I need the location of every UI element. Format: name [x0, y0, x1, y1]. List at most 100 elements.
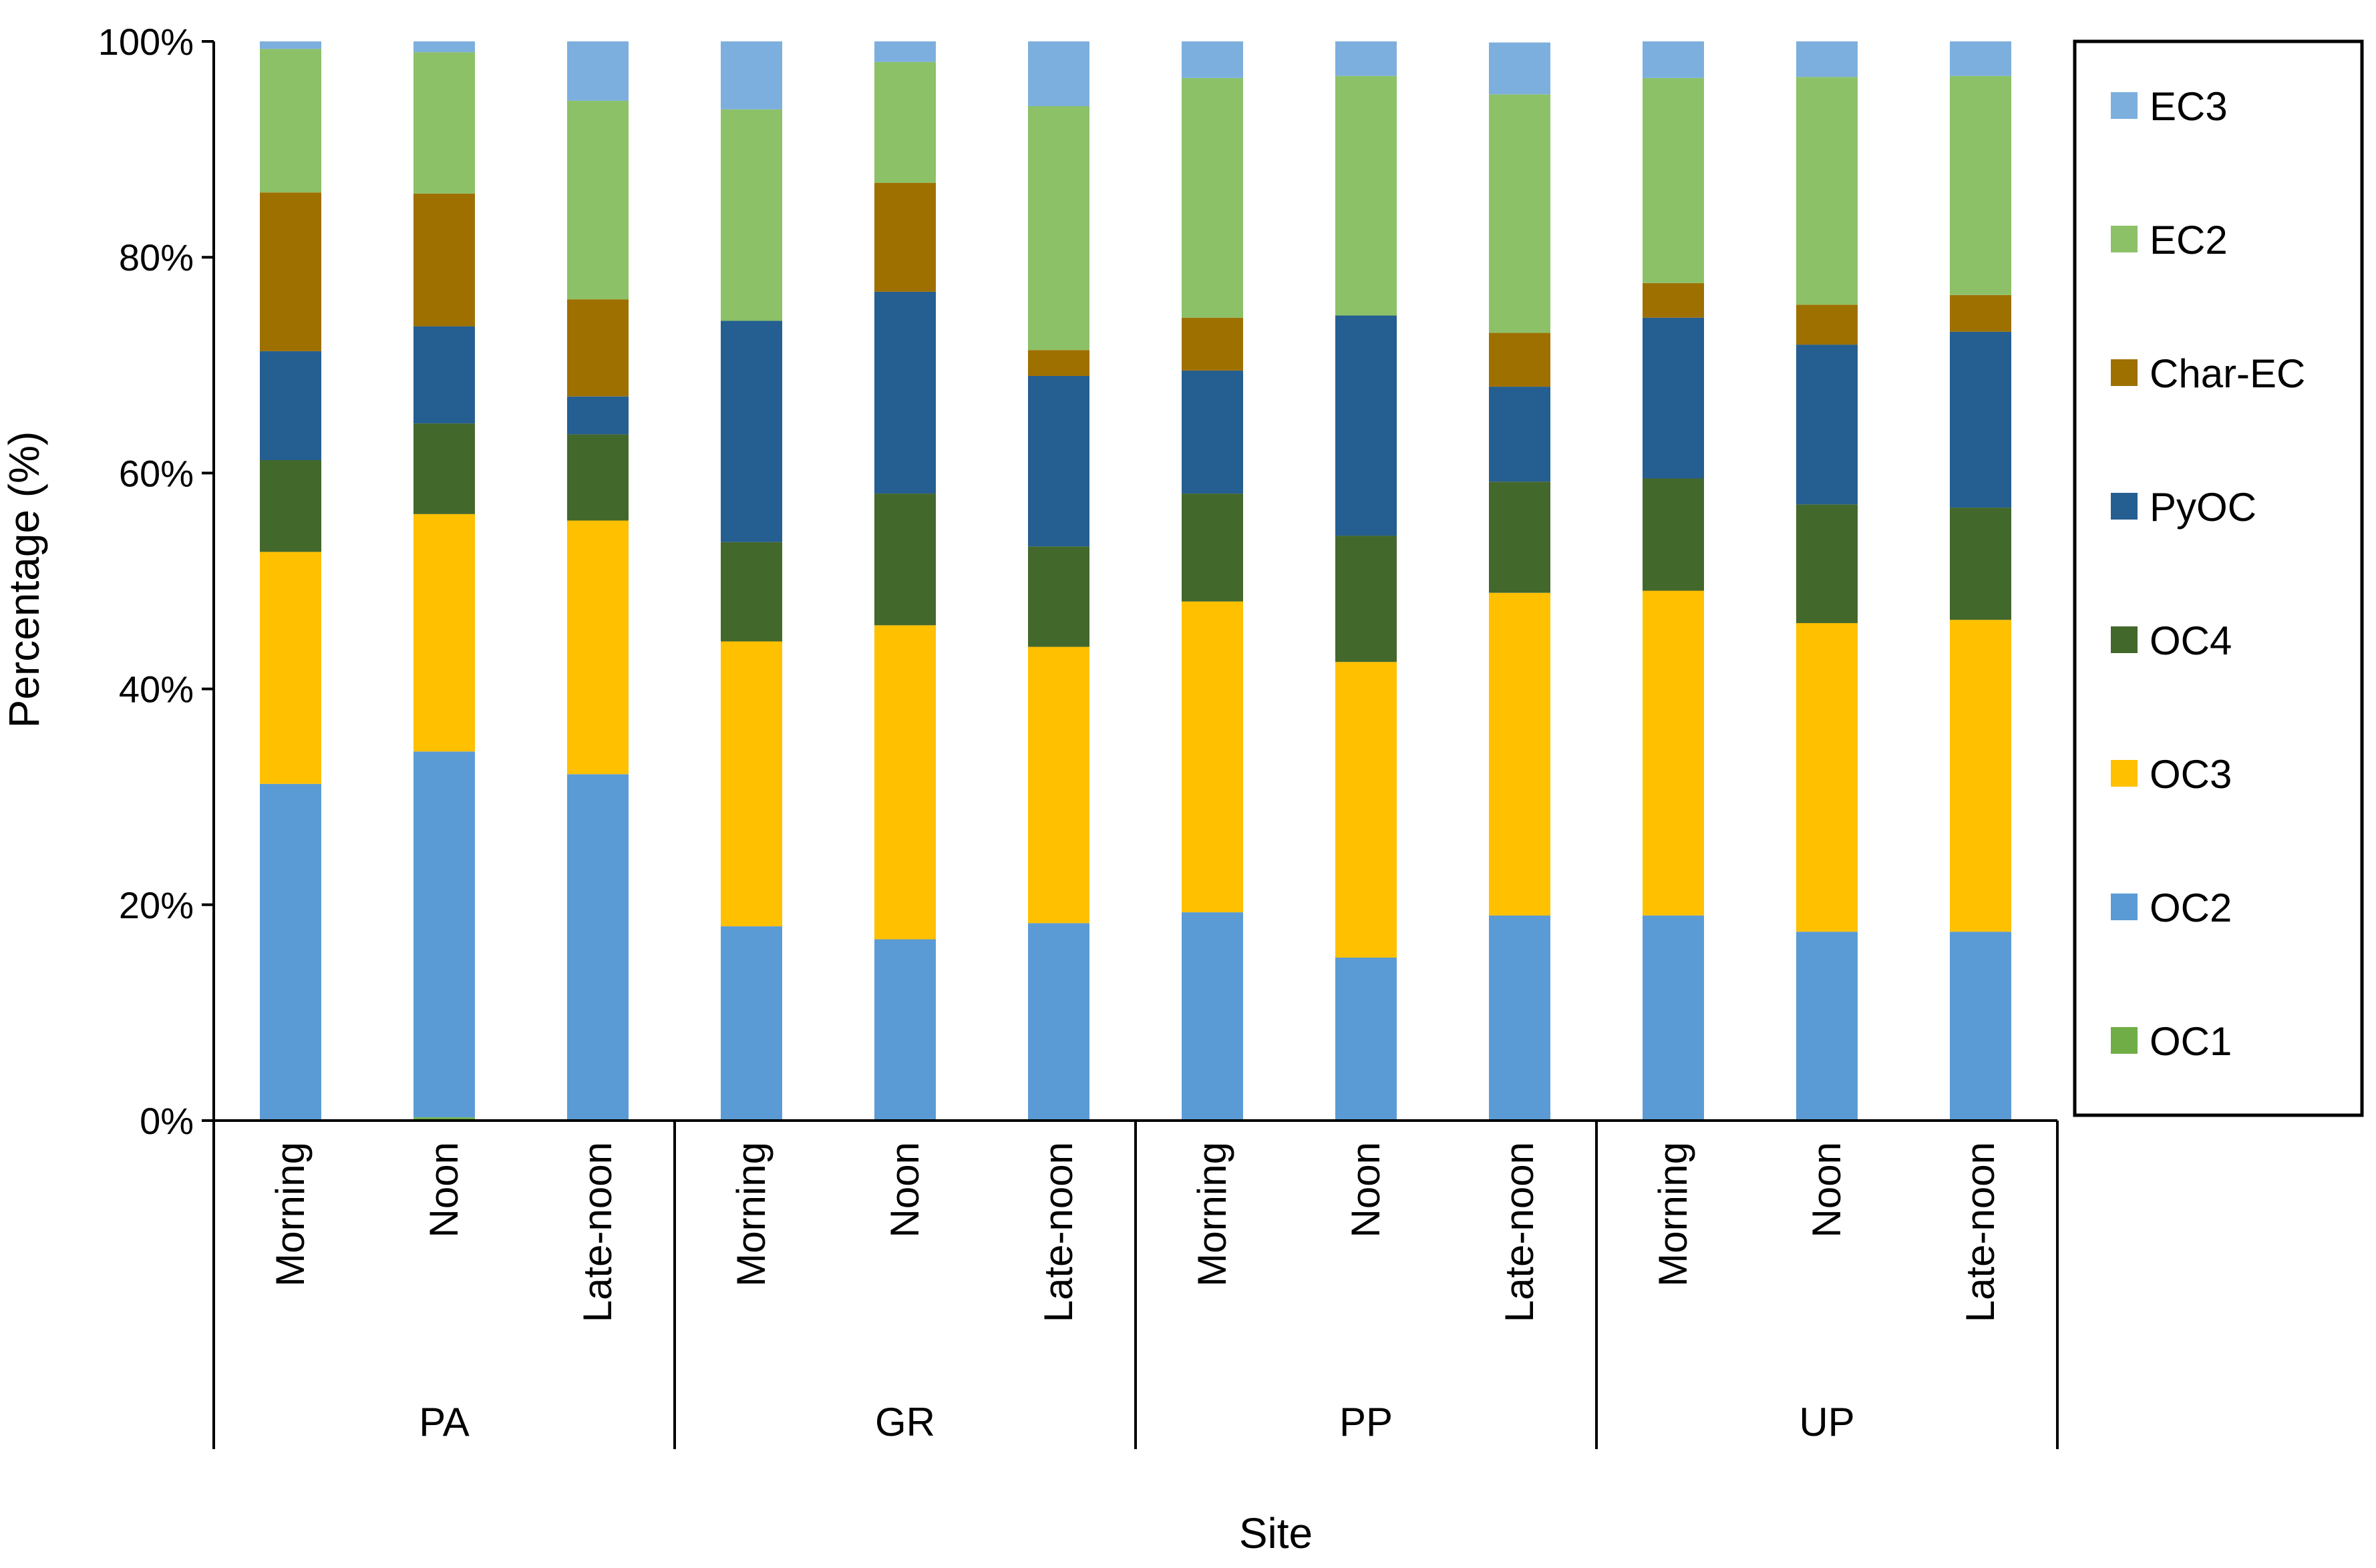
bar-segment-oc4-7: [1335, 536, 1397, 662]
legend-label: OC3: [2150, 752, 2232, 797]
bar-segment-ec3-0: [260, 41, 321, 49]
bar-segment-pyoc-6: [1182, 370, 1243, 494]
legend-swatch-ec2: [2111, 226, 2138, 252]
bar-segment-ec2-5: [1028, 106, 1089, 351]
bar-segment-ec3-1: [413, 41, 475, 53]
bar-segment-pyoc-4: [874, 291, 936, 494]
category-label: Morning: [1190, 1142, 1234, 1287]
category-label: Late-noon: [1497, 1142, 1542, 1322]
bar-segment-oc2-1: [413, 751, 475, 1118]
y-tick-label: 100%: [98, 21, 194, 63]
legend-label: OC1: [2150, 1019, 2232, 1064]
bar-segment-oc4-11: [1950, 508, 2011, 620]
bar-segment-ec3-5: [1028, 41, 1089, 106]
category-label: Noon: [882, 1142, 927, 1237]
category-labels: Morning Noon Late-noon Morning Noon Late-noon…: [268, 1142, 2003, 1322]
bar-segment-oc2-11: [1950, 932, 2011, 1121]
bar-segment-oc2-5: [1028, 923, 1089, 1121]
bar-segment-oc3-8: [1489, 592, 1550, 916]
bar-segment-ec2-4: [874, 61, 936, 183]
bar-segment-char-ec-11: [1950, 295, 2011, 332]
category-label: Morning: [1651, 1142, 1695, 1287]
legend-swatch-oc1: [2111, 1027, 2138, 1054]
bar-segment-ec3-4: [874, 41, 936, 62]
bar-segment-ec3-11: [1950, 41, 2011, 76]
bar-segment-ec3-6: [1182, 41, 1243, 78]
y-axis-title: Percentage (%): [0, 431, 48, 729]
bar-segment-ec2-0: [260, 49, 321, 193]
bar-segment-oc4-1: [413, 423, 475, 514]
y-tick-label: 60%: [119, 452, 194, 494]
bar-segment-ec3-8: [1489, 42, 1550, 95]
y-tick-label: 40%: [119, 668, 194, 711]
bar-segment-oc2-0: [260, 783, 321, 1121]
category-label: Late-noon: [1036, 1142, 1081, 1322]
bar-segment-oc4-4: [874, 494, 936, 626]
bar-segment-oc4-9: [1643, 478, 1704, 591]
y-tick-labels: 0% 20% 40% 60% 80% 100%: [98, 21, 194, 1142]
bar-segment-char-ec-0: [260, 192, 321, 351]
bar-segment-oc2-10: [1796, 932, 1858, 1121]
x-axis-title: Site: [1239, 1509, 1313, 1557]
bar-segment-ec2-10: [1796, 77, 1858, 305]
bar-segment-oc4-0: [260, 460, 321, 552]
legend-label: OC2: [2150, 886, 2232, 930]
category-label: Morning: [268, 1142, 313, 1287]
bar-segment-ec2-3: [721, 109, 782, 321]
legend-label: EC2: [2150, 218, 2228, 262]
bar-segment-pyoc-3: [721, 321, 782, 542]
y-tick-label: 80%: [119, 236, 194, 278]
bar-segment-oc3-5: [1028, 646, 1089, 924]
bar-segment-pyoc-1: [413, 326, 475, 423]
bar-segment-ec3-10: [1796, 41, 1858, 77]
bar-segment-ec3-9: [1643, 41, 1704, 78]
bar-segment-pyoc-10: [1796, 345, 1858, 505]
group-label: GR: [875, 1400, 935, 1444]
category-label: Late-noon: [1958, 1142, 2003, 1322]
bar-segment-oc4-3: [721, 542, 782, 642]
legend-swatch-ec3: [2111, 92, 2138, 119]
bar-segment-char-ec-1: [413, 193, 475, 327]
bar-segment-pyoc-2: [567, 396, 629, 435]
legend-label: PyOC: [2150, 485, 2256, 530]
bar-segment-oc2-9: [1643, 916, 1704, 1121]
bar-segment-oc1-1: [413, 1117, 475, 1121]
bar-segment-pyoc-0: [260, 351, 321, 460]
group-label: PA: [419, 1400, 470, 1444]
bar-segment-char-ec-9: [1643, 283, 1704, 318]
legend-swatch-oc4: [2111, 626, 2138, 653]
bars-layer: [260, 41, 2011, 1121]
bar-segment-oc3-6: [1182, 601, 1243, 913]
bar-segment-pyoc-7: [1335, 315, 1397, 536]
bar-segment-char-ec-6: [1182, 317, 1243, 371]
bar-segment-oc3-1: [413, 514, 475, 752]
y-tick-label: 20%: [119, 884, 194, 926]
group-label: UP: [1799, 1400, 1854, 1444]
legend: EC3 EC2 Char-EC PyOC OC4 OC3 OC2 OC1: [2073, 39, 2364, 1117]
legend-label: Char-EC: [2150, 351, 2305, 396]
bar-segment-pyoc-9: [1643, 317, 1704, 479]
category-label: Morning: [729, 1142, 774, 1287]
bar-segment-oc2-2: [567, 774, 629, 1121]
bar-segment-pyoc-11: [1950, 331, 2011, 508]
y-tick-label: 0%: [140, 1100, 194, 1142]
bar-segment-oc3-11: [1950, 620, 2011, 932]
bar-segment-pyoc-5: [1028, 376, 1089, 547]
bar-segment-char-ec-8: [1489, 333, 1550, 387]
bar-segment-oc3-4: [874, 625, 936, 940]
bar-segment-oc3-3: [721, 641, 782, 927]
bar-segment-oc2-7: [1335, 958, 1397, 1121]
legend-label: EC3: [2150, 84, 2228, 129]
bar-segment-oc4-6: [1182, 494, 1243, 602]
category-label: Noon: [1804, 1142, 1849, 1237]
bar-segment-char-ec-4: [874, 182, 936, 292]
legend-swatch-oc2: [2111, 894, 2138, 920]
bar-segment-ec2-7: [1335, 75, 1397, 316]
bar-segment-ec2-2: [567, 100, 629, 300]
bar-segment-oc4-2: [567, 434, 629, 521]
bar-segment-char-ec-2: [567, 299, 629, 397]
bar-segment-oc2-3: [721, 926, 782, 1121]
group-labels: PA GR PP UP: [419, 1400, 1854, 1444]
bar-segment-ec2-6: [1182, 77, 1243, 318]
bar-segment-oc4-5: [1028, 546, 1089, 647]
